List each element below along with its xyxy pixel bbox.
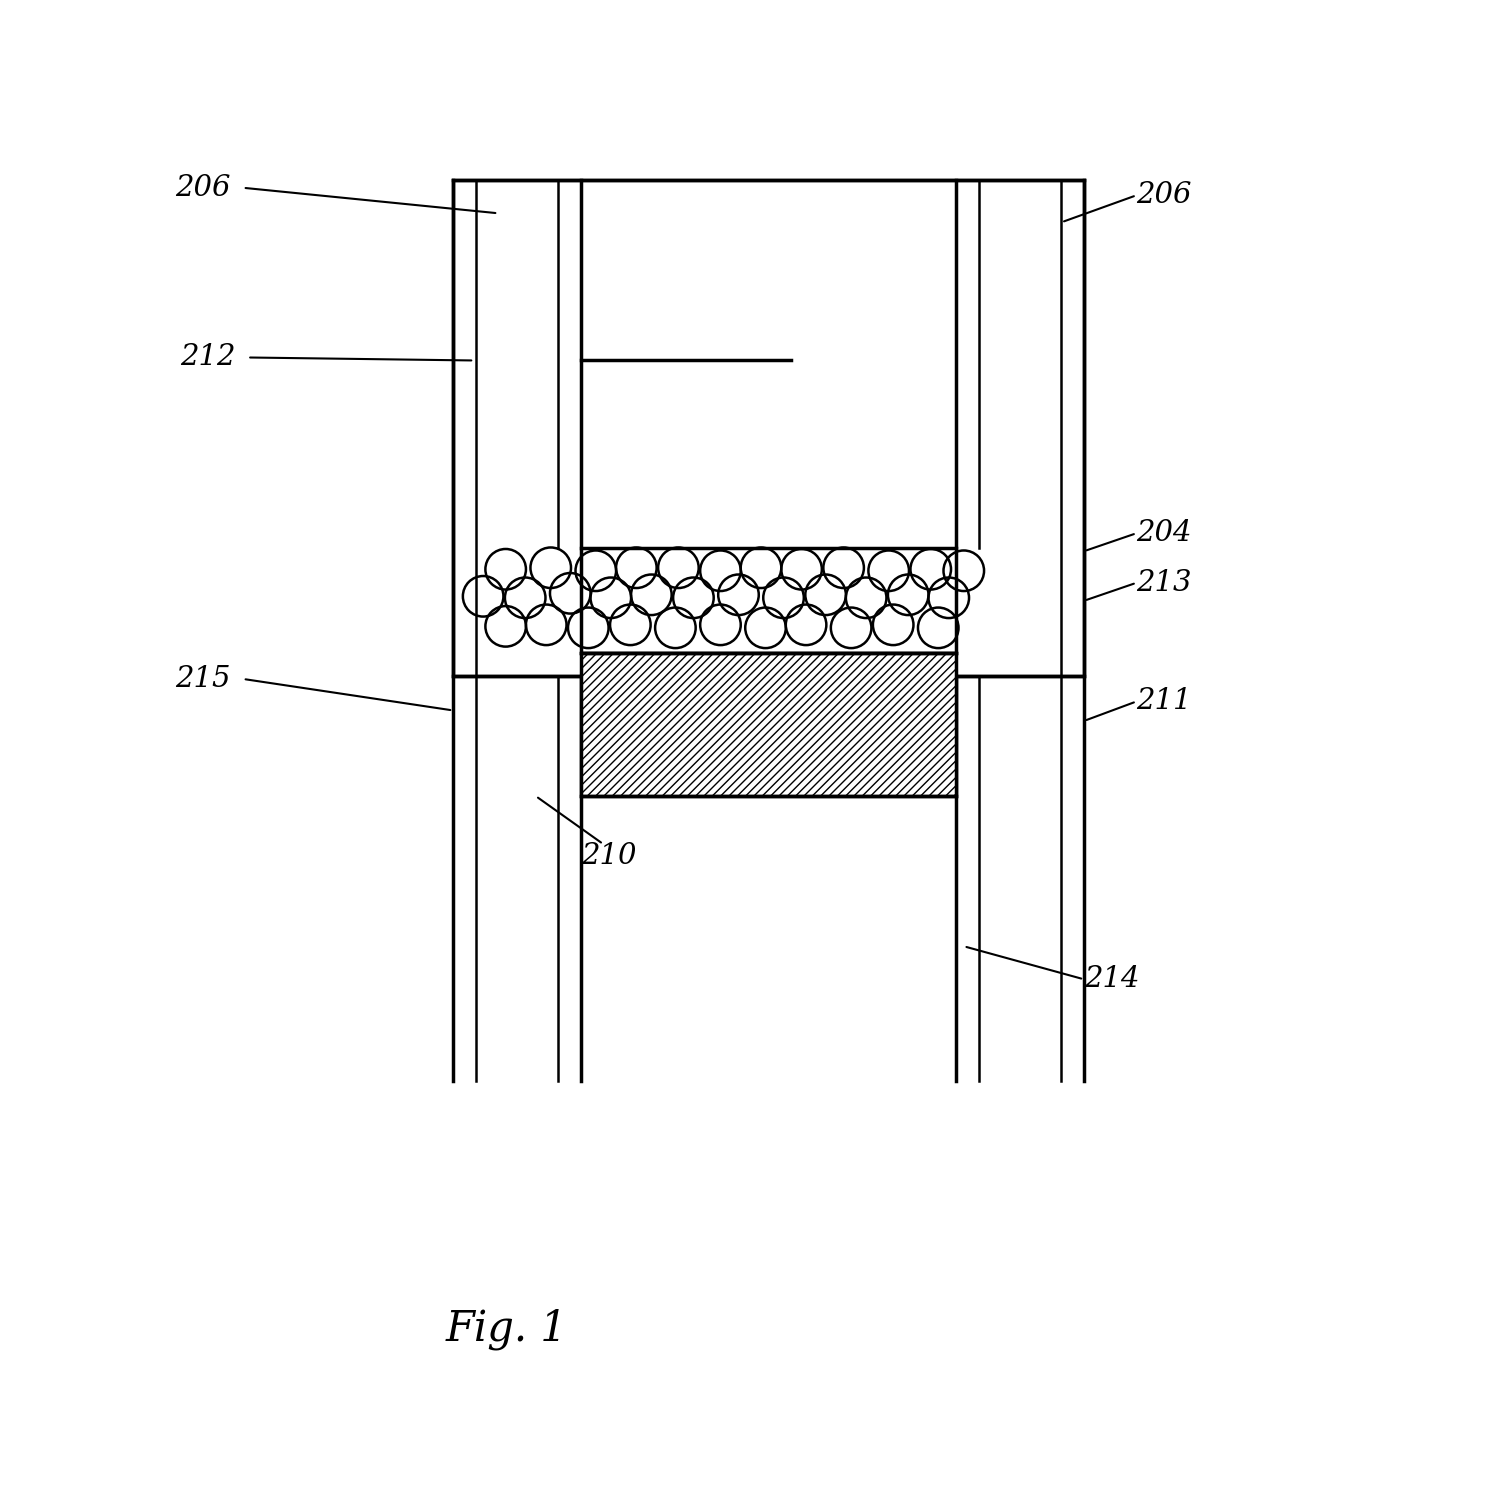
- Bar: [580, 653, 957, 796]
- Text: 206: 206: [1136, 182, 1192, 209]
- Text: 211: 211: [1136, 688, 1192, 715]
- Bar: [580, 548, 957, 653]
- Text: 212: 212: [179, 344, 235, 371]
- Text: Fig. 1: Fig. 1: [446, 1308, 568, 1350]
- Text: 213: 213: [1136, 569, 1192, 596]
- Text: 204: 204: [1136, 520, 1192, 547]
- Text: 206: 206: [175, 174, 231, 201]
- Text: 215: 215: [175, 665, 231, 692]
- Bar: [454, 180, 1084, 676]
- Text: 210: 210: [580, 843, 636, 870]
- Text: 214: 214: [1084, 966, 1139, 993]
